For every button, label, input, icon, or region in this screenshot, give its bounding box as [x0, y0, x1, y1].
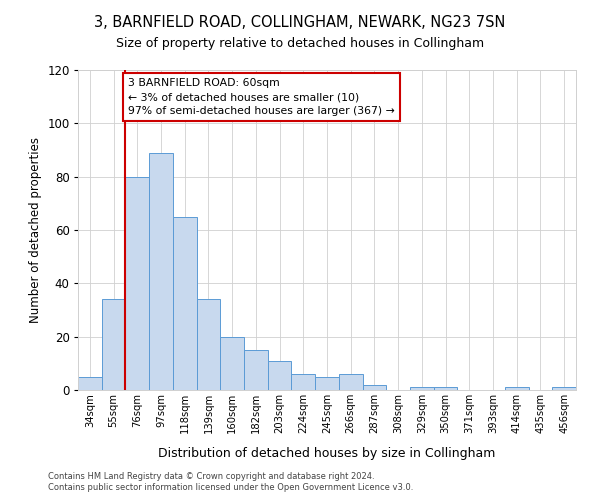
- Bar: [244, 350, 268, 390]
- Text: Contains HM Land Registry data © Crown copyright and database right 2024.: Contains HM Land Registry data © Crown c…: [48, 472, 374, 481]
- Text: 3, BARNFIELD ROAD, COLLINGHAM, NEWARK, NG23 7SN: 3, BARNFIELD ROAD, COLLINGHAM, NEWARK, N…: [94, 15, 506, 30]
- Bar: [125, 176, 149, 390]
- Bar: [149, 152, 173, 390]
- Bar: [362, 384, 386, 390]
- X-axis label: Distribution of detached houses by size in Collingham: Distribution of detached houses by size …: [158, 447, 496, 460]
- Bar: [292, 374, 315, 390]
- Bar: [434, 388, 457, 390]
- Bar: [505, 388, 529, 390]
- Bar: [173, 216, 197, 390]
- Text: Contains public sector information licensed under the Open Government Licence v3: Contains public sector information licen…: [48, 484, 413, 492]
- Bar: [268, 360, 292, 390]
- Bar: [315, 376, 339, 390]
- Y-axis label: Number of detached properties: Number of detached properties: [29, 137, 42, 323]
- Bar: [220, 336, 244, 390]
- Bar: [78, 376, 102, 390]
- Bar: [197, 300, 220, 390]
- Bar: [339, 374, 362, 390]
- Bar: [102, 300, 125, 390]
- Bar: [410, 388, 434, 390]
- Text: Size of property relative to detached houses in Collingham: Size of property relative to detached ho…: [116, 38, 484, 51]
- Text: 3 BARNFIELD ROAD: 60sqm
← 3% of detached houses are smaller (10)
97% of semi-det: 3 BARNFIELD ROAD: 60sqm ← 3% of detached…: [128, 78, 395, 116]
- Bar: [552, 388, 576, 390]
